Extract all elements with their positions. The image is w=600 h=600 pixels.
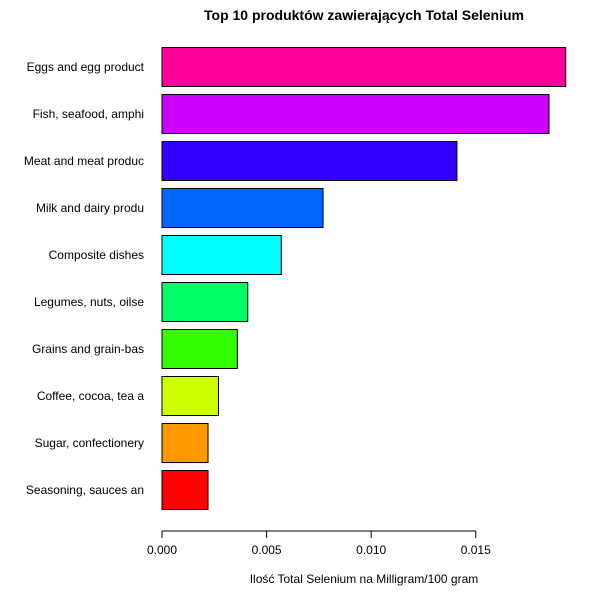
bar [161,282,249,322]
x-axis-label: Ilość Total Selenium na Milligram/100 gr… [250,572,479,586]
x-axis: 0.000 0.005 0.010 0.015 [147,530,491,557]
x-tick-label: 0.015 [461,543,491,557]
category-label: Composite dishes [49,248,144,262]
category-label: Seasoning, sauces an [26,483,144,497]
chart-title: Top 10 produktów zawierających Total Sel… [204,7,524,23]
bar [161,94,550,134]
bar [161,188,324,228]
bar [161,47,567,87]
bar [161,376,219,416]
category-label: Milk and dairy produ [36,201,144,215]
category-label: Sugar, confectionery [35,436,144,450]
bar [161,470,209,510]
bar [161,141,458,181]
x-tick-label: 0.010 [356,543,386,557]
bar [161,423,209,463]
x-tick-label: 0.005 [252,543,282,557]
category-label: Eggs and egg product [27,60,145,74]
x-tick-label: 0.000 [147,543,177,557]
category-label: Coffee, cocoa, tea a [37,389,145,403]
category-label: Meat and meat produc [24,154,144,168]
bar [161,329,238,369]
category-label: Fish, seafood, amphi [33,107,144,121]
bars-layer [161,47,567,510]
bar [161,235,282,275]
category-label: Grains and grain-bas [32,342,144,356]
category-label: Legumes, nuts, oilse [34,295,144,309]
category-labels: Eggs and egg product Fish, seafood, amphi… [24,60,145,497]
